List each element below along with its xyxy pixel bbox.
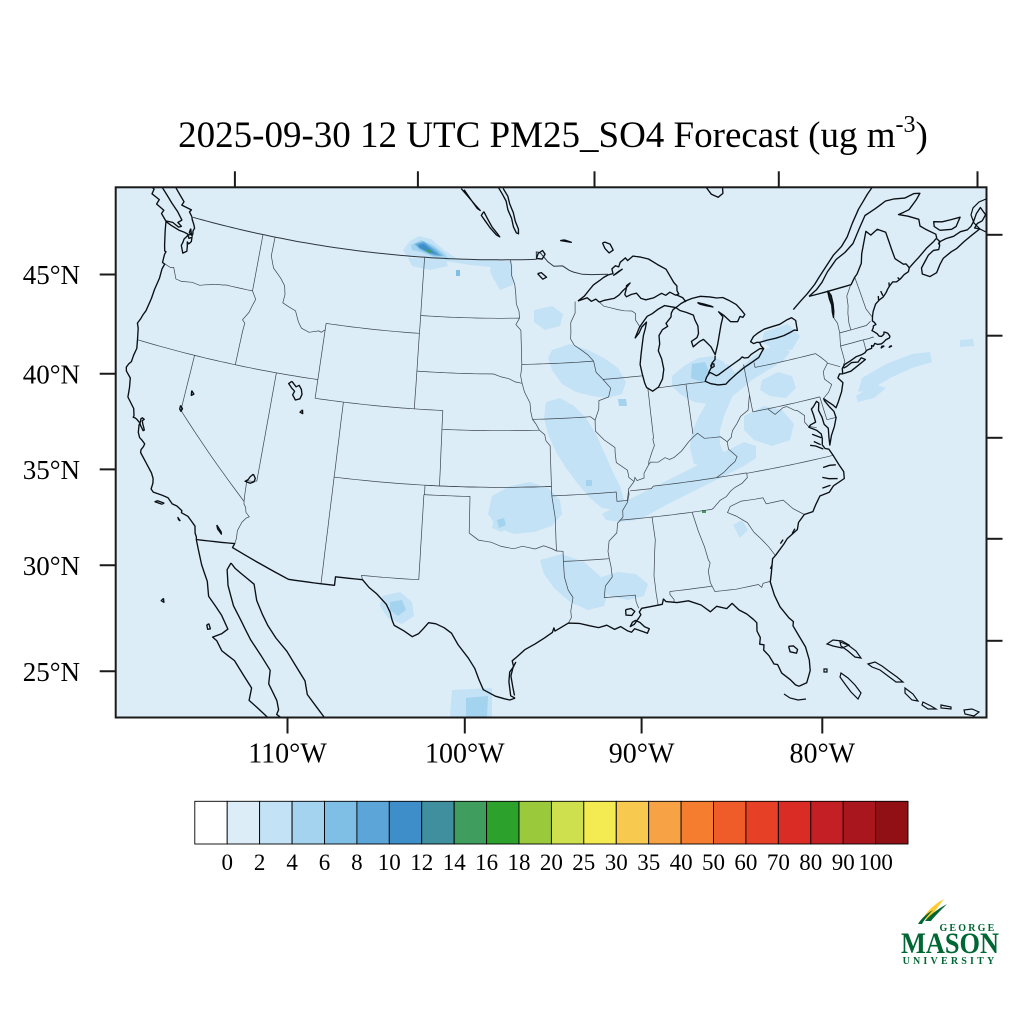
- svg-text:18: 18: [508, 850, 531, 875]
- svg-text:35: 35: [637, 850, 660, 875]
- svg-text:100°W: 100°W: [425, 739, 505, 770]
- svg-text:25°N: 25°N: [23, 657, 80, 687]
- svg-text:12: 12: [410, 850, 433, 875]
- svg-text:0: 0: [221, 850, 233, 875]
- svg-text:2: 2: [254, 850, 266, 875]
- svg-text:25: 25: [572, 850, 595, 875]
- svg-text:MASON: MASON: [901, 927, 999, 960]
- svg-text:110°W: 110°W: [248, 739, 327, 770]
- svg-text:14: 14: [443, 850, 467, 875]
- svg-text:6: 6: [319, 850, 331, 875]
- svg-text:80°W: 80°W: [789, 739, 855, 770]
- svg-text:60: 60: [734, 850, 757, 875]
- svg-text:40: 40: [670, 850, 693, 875]
- svg-text:45°N: 45°N: [23, 260, 80, 290]
- svg-text:16: 16: [475, 850, 498, 875]
- svg-text:30: 30: [605, 850, 628, 875]
- svg-text:20: 20: [540, 850, 563, 875]
- svg-text:50: 50: [702, 850, 725, 875]
- svg-text:90°W: 90°W: [609, 739, 675, 770]
- svg-text:2025-09-30 12 UTC PM25_SO4 For: 2025-09-30 12 UTC PM25_SO4 Forecast (ug …: [178, 112, 928, 156]
- svg-text:35°N: 35°N: [23, 455, 80, 485]
- svg-text:GEORGE: GEORGE: [939, 923, 996, 934]
- svg-text:4: 4: [286, 850, 298, 875]
- svg-text:8: 8: [351, 850, 363, 875]
- svg-text:10: 10: [378, 850, 401, 875]
- svg-text:80: 80: [799, 850, 822, 875]
- svg-text:100: 100: [858, 850, 893, 875]
- svg-text:UNIVERSITY: UNIVERSITY: [903, 956, 998, 967]
- svg-text:90: 90: [832, 850, 855, 875]
- svg-text:30°N: 30°N: [23, 551, 80, 581]
- svg-text:70: 70: [767, 850, 790, 875]
- svg-text:40°N: 40°N: [23, 359, 80, 389]
